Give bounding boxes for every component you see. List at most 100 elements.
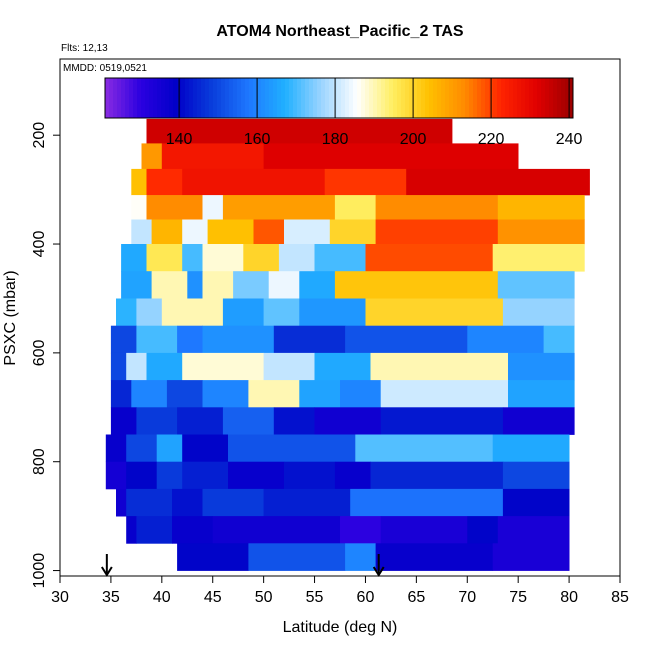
heatmap-cell bbox=[243, 244, 280, 272]
heatmap-cell bbox=[350, 488, 504, 517]
heatmap-cell bbox=[314, 407, 382, 435]
x-tick-label: 75 bbox=[509, 589, 527, 606]
heatmap-cell bbox=[212, 516, 341, 544]
heatmap-cell bbox=[110, 407, 137, 435]
heatmap-cell bbox=[182, 219, 209, 245]
colorbar-swatch bbox=[561, 78, 566, 118]
heatmap-cell bbox=[202, 488, 264, 517]
heatmap-cell bbox=[365, 298, 504, 327]
colorbar-swatch bbox=[445, 78, 450, 118]
colorbar-swatch bbox=[473, 78, 478, 118]
colorbar-swatch bbox=[345, 78, 350, 118]
heatmap-cell bbox=[172, 516, 214, 544]
heatmap-cell bbox=[228, 461, 285, 490]
heatmap-cell bbox=[543, 325, 575, 354]
y-axis: 200 400 600 800 1000 bbox=[31, 122, 60, 589]
heatmap-cell bbox=[299, 271, 336, 299]
colorbar-swatch bbox=[265, 78, 270, 118]
heatmap-cell bbox=[263, 488, 351, 517]
colorbar-tick-label: 200 bbox=[400, 131, 427, 148]
heatmap-cell bbox=[380, 407, 504, 435]
colorbar-swatch bbox=[461, 78, 466, 118]
heatmap-cell bbox=[492, 434, 570, 463]
colorbar-swatch bbox=[549, 78, 554, 118]
colorbar-swatch bbox=[165, 78, 170, 118]
colorbar-swatch bbox=[337, 78, 342, 118]
colorbar-swatch bbox=[409, 78, 414, 118]
heatmap-cell bbox=[324, 168, 407, 196]
chart-title: ATOM4 Northeast_Pacific_2 TAS bbox=[216, 23, 464, 40]
heatmap-cell bbox=[146, 118, 453, 144]
colorbar-swatch bbox=[425, 78, 430, 118]
colorbar-swatch bbox=[493, 78, 498, 118]
heatmap-cell bbox=[146, 244, 183, 272]
heatmap-cell bbox=[116, 488, 127, 517]
colorbar-swatch bbox=[313, 78, 318, 118]
colorbar-swatch bbox=[169, 78, 174, 118]
y-tick-label: 1000 bbox=[31, 553, 48, 589]
heatmap-cell bbox=[105, 434, 127, 463]
x-tick-label: 35 bbox=[102, 589, 120, 606]
colorbar-swatch bbox=[181, 78, 186, 118]
colorbar-swatch bbox=[321, 78, 326, 118]
colorbar-swatch bbox=[145, 78, 150, 118]
x-axis: 30 35 40 45 50 55 60 65 70 75 80 85 bbox=[51, 576, 629, 606]
colorbar-swatch bbox=[113, 78, 118, 118]
mmdd-label: MMDD: 0519,0521 bbox=[63, 63, 147, 74]
heatmap-cell bbox=[340, 516, 382, 544]
heatmap-cell bbox=[263, 352, 315, 381]
colorbar-swatch bbox=[269, 78, 274, 118]
colorbar-swatch bbox=[309, 78, 314, 118]
colorbar-swatch bbox=[301, 78, 306, 118]
colorbar-swatch bbox=[285, 78, 290, 118]
heatmap-cell bbox=[121, 244, 147, 272]
colorbar-swatch bbox=[157, 78, 162, 118]
heatmap-cell bbox=[146, 168, 183, 196]
heatmap-cell bbox=[202, 380, 249, 408]
heatmap-cell bbox=[497, 516, 570, 544]
colorbar-swatch bbox=[209, 78, 214, 118]
x-tick-label: 65 bbox=[407, 589, 425, 606]
heatmap-cell bbox=[126, 516, 137, 544]
heatmap-cell bbox=[502, 407, 575, 435]
heatmap-cell bbox=[222, 195, 336, 220]
colorbar-swatch bbox=[485, 78, 490, 118]
colorbar-swatch bbox=[557, 78, 562, 118]
heatmap-cell bbox=[105, 461, 127, 490]
colorbar-swatch bbox=[533, 78, 538, 118]
colorbar-tick-label: 220 bbox=[478, 131, 505, 148]
heatmap-cell bbox=[273, 407, 315, 435]
colorbar-swatch bbox=[509, 78, 514, 118]
colorbar-swatch bbox=[441, 78, 446, 118]
colorbar-swatch bbox=[497, 78, 502, 118]
x-tick-label: 80 bbox=[560, 589, 578, 606]
heatmap-cell bbox=[314, 244, 366, 272]
heatmap-cell bbox=[126, 434, 158, 463]
colorbar-swatch bbox=[433, 78, 438, 118]
heatmap-cell bbox=[248, 380, 300, 408]
heatmap-cell bbox=[202, 271, 234, 299]
y-tick-label: 800 bbox=[31, 448, 48, 475]
colorbar-swatch bbox=[237, 78, 242, 118]
y-tick-label: 400 bbox=[31, 231, 48, 258]
heatmap-cell bbox=[406, 168, 590, 196]
heatmap-cell bbox=[146, 352, 183, 381]
heatmap-cell bbox=[278, 244, 315, 272]
colorbar-swatch bbox=[121, 78, 126, 118]
colorbar-swatch bbox=[537, 78, 542, 118]
colorbar-swatch bbox=[525, 78, 530, 118]
heatmap-cell bbox=[263, 298, 300, 327]
heatmap-cell bbox=[156, 461, 183, 490]
heatmap-cell bbox=[268, 271, 300, 299]
colorbar-tick-label: 240 bbox=[556, 131, 583, 148]
colorbar-swatch bbox=[277, 78, 282, 118]
colorbar-swatch bbox=[229, 78, 234, 118]
y-axis-label: PSXC (mbar) bbox=[2, 270, 19, 365]
x-tick-label: 30 bbox=[51, 589, 69, 606]
heatmap-cells bbox=[105, 118, 590, 571]
colorbar-swatch bbox=[401, 78, 406, 118]
heatmap-cell bbox=[161, 143, 264, 170]
colorbar-swatch bbox=[513, 78, 518, 118]
x-tick-label: 70 bbox=[458, 589, 476, 606]
